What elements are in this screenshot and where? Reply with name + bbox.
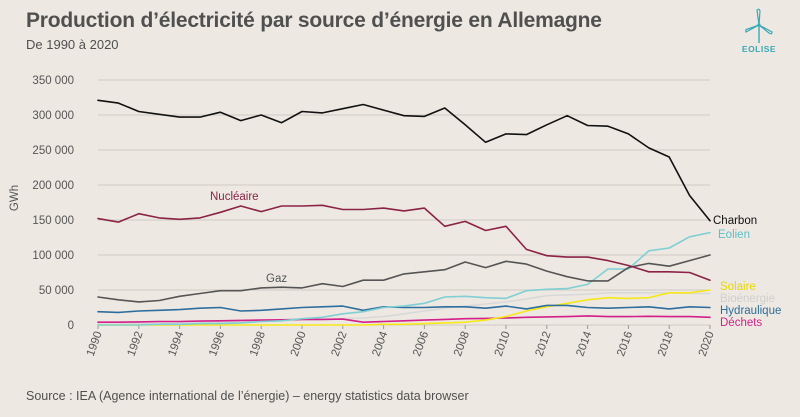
- x-tick-label: 2014: [574, 329, 594, 358]
- x-tick-label: 2020: [697, 330, 717, 358]
- series-line-eolien: [97, 231, 711, 326]
- series-label-déchets: Déchets: [720, 317, 762, 329]
- y-tick-label: 150 000: [32, 215, 74, 227]
- y-tick-label: 100 000: [32, 250, 74, 262]
- y-tick-label: 200 000: [32, 180, 74, 192]
- y-tick-label: 250 000: [32, 145, 74, 157]
- series-label-hydraulique: Hydraulique: [720, 305, 781, 317]
- x-tick-label: 2010: [493, 330, 513, 358]
- x-tick-label: 1996: [207, 330, 227, 358]
- series-line-solaire: [97, 289, 711, 326]
- x-tick-label: 1994: [166, 329, 186, 358]
- series-labels: Charbon Eolien Nucléaire Gaz SolaireBioénerg…: [210, 191, 781, 329]
- x-tick-label: 1990: [85, 330, 105, 358]
- x-tick-label: 2004: [370, 329, 390, 358]
- y-tick-label: 300 000: [32, 110, 74, 122]
- y-axis: 0 50 000 100 000 150 000 200 000 250 000 300 0…: [32, 75, 74, 332]
- series-label-solaire: Solaire: [720, 281, 756, 293]
- source-note: Source : IEA (Agence international de l’…: [26, 389, 469, 403]
- logo-text: EOLISE: [741, 44, 777, 54]
- series-label-eolien: Eolien: [718, 229, 750, 241]
- y-tick-label: 50 000: [39, 285, 74, 297]
- eolise-logo: EOLISE: [726, 8, 792, 68]
- wind-turbine-icon: [745, 8, 773, 43]
- y-tick-label: 350 000: [32, 75, 74, 87]
- series-line-charbon: [97, 99, 711, 222]
- x-tick-label: 2016: [615, 330, 635, 358]
- series-label-gaz: Gaz: [266, 273, 287, 285]
- x-tick-label: 2006: [411, 330, 431, 358]
- series-line-hydraulique: [97, 304, 711, 314]
- x-axis: 1990 1992 1994 1996 1998 2000 2002 2004 2006 2008…: [85, 325, 717, 358]
- series-label-charbon: Charbon: [713, 215, 757, 227]
- chart-subtitle: De 1990 à 2020: [26, 37, 119, 52]
- series-label-nucléaire: Nucléaire: [210, 191, 259, 203]
- x-tick-label: 1992: [126, 330, 146, 358]
- x-tick-label: 2008: [452, 330, 472, 358]
- x-tick-label: 2002: [330, 330, 350, 358]
- x-tick-label: 2000: [289, 330, 309, 358]
- x-tick-label: 2018: [656, 330, 676, 358]
- series-lines: [97, 99, 711, 326]
- series-line-nucléaire: [97, 204, 711, 281]
- series-label-bioénergie: Bioénergie: [720, 293, 775, 305]
- series-line-gaz: [97, 254, 711, 303]
- series-line-déchets: [97, 315, 711, 323]
- y-axis-label: GWh: [9, 185, 21, 211]
- x-tick-label: 2012: [534, 330, 554, 358]
- y-tick-label: 0: [68, 320, 74, 332]
- x-tick-label: 1998: [248, 330, 268, 358]
- chart-title: Production d’électricité par source d’én…: [26, 9, 602, 32]
